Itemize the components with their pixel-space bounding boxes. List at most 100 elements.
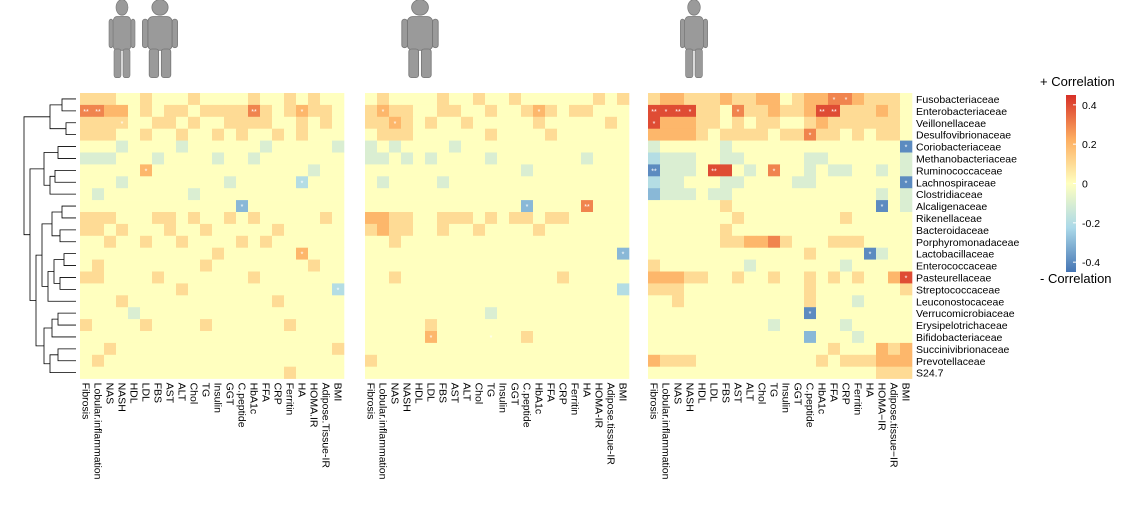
heatmap-cell bbox=[80, 366, 93, 379]
heatmap-cell bbox=[320, 223, 333, 237]
heatmap-cell bbox=[804, 307, 817, 320]
heatmap-cell bbox=[593, 212, 606, 225]
y-tick-label: Succinivibrionaceae bbox=[916, 344, 1010, 356]
heatmap-cell bbox=[365, 176, 378, 189]
heatmap-cell bbox=[792, 116, 805, 129]
heatmap-cell bbox=[840, 223, 853, 237]
heatmap-cell bbox=[792, 319, 805, 332]
heatmap-cell bbox=[497, 247, 510, 260]
heatmap-cell bbox=[80, 354, 93, 367]
heatmap-cell bbox=[593, 319, 606, 332]
heatmap-cell bbox=[852, 366, 865, 379]
heatmap-cell bbox=[200, 164, 213, 177]
significance-mark: * bbox=[653, 121, 656, 128]
heatmap-cell bbox=[756, 331, 769, 344]
heatmap-cell bbox=[900, 366, 913, 379]
heatmap-cell bbox=[756, 247, 769, 260]
heatmap-cell bbox=[756, 307, 769, 320]
heatmap-cell bbox=[768, 212, 781, 225]
heatmap-cell bbox=[212, 93, 225, 106]
heatmap-cell bbox=[593, 176, 606, 189]
heatmap-cell bbox=[684, 140, 697, 153]
heatmap-cell bbox=[485, 307, 498, 320]
heatmap-cell bbox=[545, 176, 558, 189]
heatmap-cell bbox=[401, 104, 414, 118]
heatmap-cell bbox=[473, 295, 486, 308]
heatmap-cell bbox=[377, 366, 390, 379]
heatmap-cell bbox=[236, 247, 249, 260]
heatmap-cell bbox=[864, 283, 877, 296]
heatmap-cell bbox=[200, 283, 213, 296]
heatmap-cell bbox=[792, 247, 805, 260]
heatmap-cell bbox=[461, 295, 474, 308]
heatmap-cell bbox=[485, 212, 498, 225]
heatmap-cell bbox=[485, 223, 498, 237]
heatmap-cell bbox=[876, 128, 889, 141]
heatmap-cell bbox=[876, 200, 889, 213]
heatmap-cell bbox=[332, 235, 345, 248]
heatmap-cell bbox=[212, 319, 225, 332]
heatmap-cell bbox=[389, 140, 402, 153]
heatmap-cell bbox=[672, 271, 685, 284]
heatmap-cell bbox=[708, 212, 721, 225]
heatmap-cell bbox=[401, 247, 414, 260]
heatmap-cell bbox=[876, 295, 889, 308]
heatmap-cell bbox=[320, 212, 333, 225]
heatmap-cell bbox=[672, 235, 685, 248]
heatmap-cell bbox=[732, 235, 745, 248]
heatmap-cell bbox=[248, 366, 261, 379]
heatmap-cell bbox=[128, 307, 141, 320]
heatmap-cell bbox=[660, 116, 673, 129]
x-tick-label: BMI bbox=[617, 383, 629, 402]
significance-mark: ** bbox=[651, 109, 657, 116]
heatmap-cell bbox=[509, 223, 522, 237]
heatmap-cell bbox=[876, 176, 889, 189]
y-tick-label: Fusobacteriaceae bbox=[916, 94, 1000, 106]
heatmap-cell bbox=[569, 319, 582, 332]
heatmap-cell bbox=[569, 116, 582, 129]
heatmap-cell bbox=[92, 366, 105, 379]
heatmap-cell bbox=[377, 271, 390, 284]
heatmap-cell bbox=[425, 212, 438, 225]
heatmap-cell bbox=[696, 235, 709, 248]
heatmap-cell bbox=[212, 188, 225, 201]
x-tick-label: CRP bbox=[557, 383, 569, 405]
heatmap-cell bbox=[780, 116, 793, 129]
heatmap-cell bbox=[509, 152, 522, 165]
heatmap-cell bbox=[816, 140, 829, 153]
heatmap-cell bbox=[437, 116, 450, 129]
heatmap-cell bbox=[696, 200, 709, 213]
heatmap-cell bbox=[248, 342, 261, 356]
x-tick-label: C.peptide bbox=[804, 383, 816, 428]
heatmap-cell bbox=[449, 93, 462, 106]
heatmap-cell bbox=[200, 307, 213, 320]
heatmap-cell bbox=[92, 164, 105, 177]
heatmap-cell bbox=[104, 342, 117, 356]
heatmap-cell bbox=[521, 140, 534, 153]
heatmap-cell bbox=[593, 307, 606, 320]
heatmap-cell bbox=[332, 247, 345, 260]
heatmap-cell bbox=[593, 331, 606, 344]
heatmap-cell bbox=[224, 319, 237, 332]
heatmap-cell bbox=[461, 223, 474, 237]
heatmap-cell bbox=[176, 116, 189, 129]
heatmap-cell bbox=[437, 200, 450, 213]
heatmap-cell bbox=[545, 319, 558, 332]
heatmap-cell bbox=[617, 164, 630, 177]
heatmap-cell bbox=[557, 200, 570, 213]
heatmap-cell bbox=[140, 331, 153, 344]
heatmap-cell bbox=[509, 331, 522, 344]
heatmap-cell bbox=[401, 93, 414, 106]
heatmap-cell bbox=[828, 295, 841, 308]
heatmap-cell bbox=[852, 116, 865, 129]
heatmap-cell bbox=[377, 152, 390, 165]
heatmap-cell bbox=[708, 140, 721, 153]
heatmap-cell bbox=[284, 212, 297, 225]
heatmap-cell bbox=[708, 259, 721, 272]
heatmap-cell bbox=[164, 271, 177, 284]
heatmap-cell bbox=[140, 176, 153, 189]
heatmap-cell bbox=[224, 200, 237, 213]
heatmap-cell bbox=[605, 295, 618, 308]
heatmap-cell bbox=[332, 176, 345, 189]
heatmap-cell bbox=[533, 271, 546, 284]
